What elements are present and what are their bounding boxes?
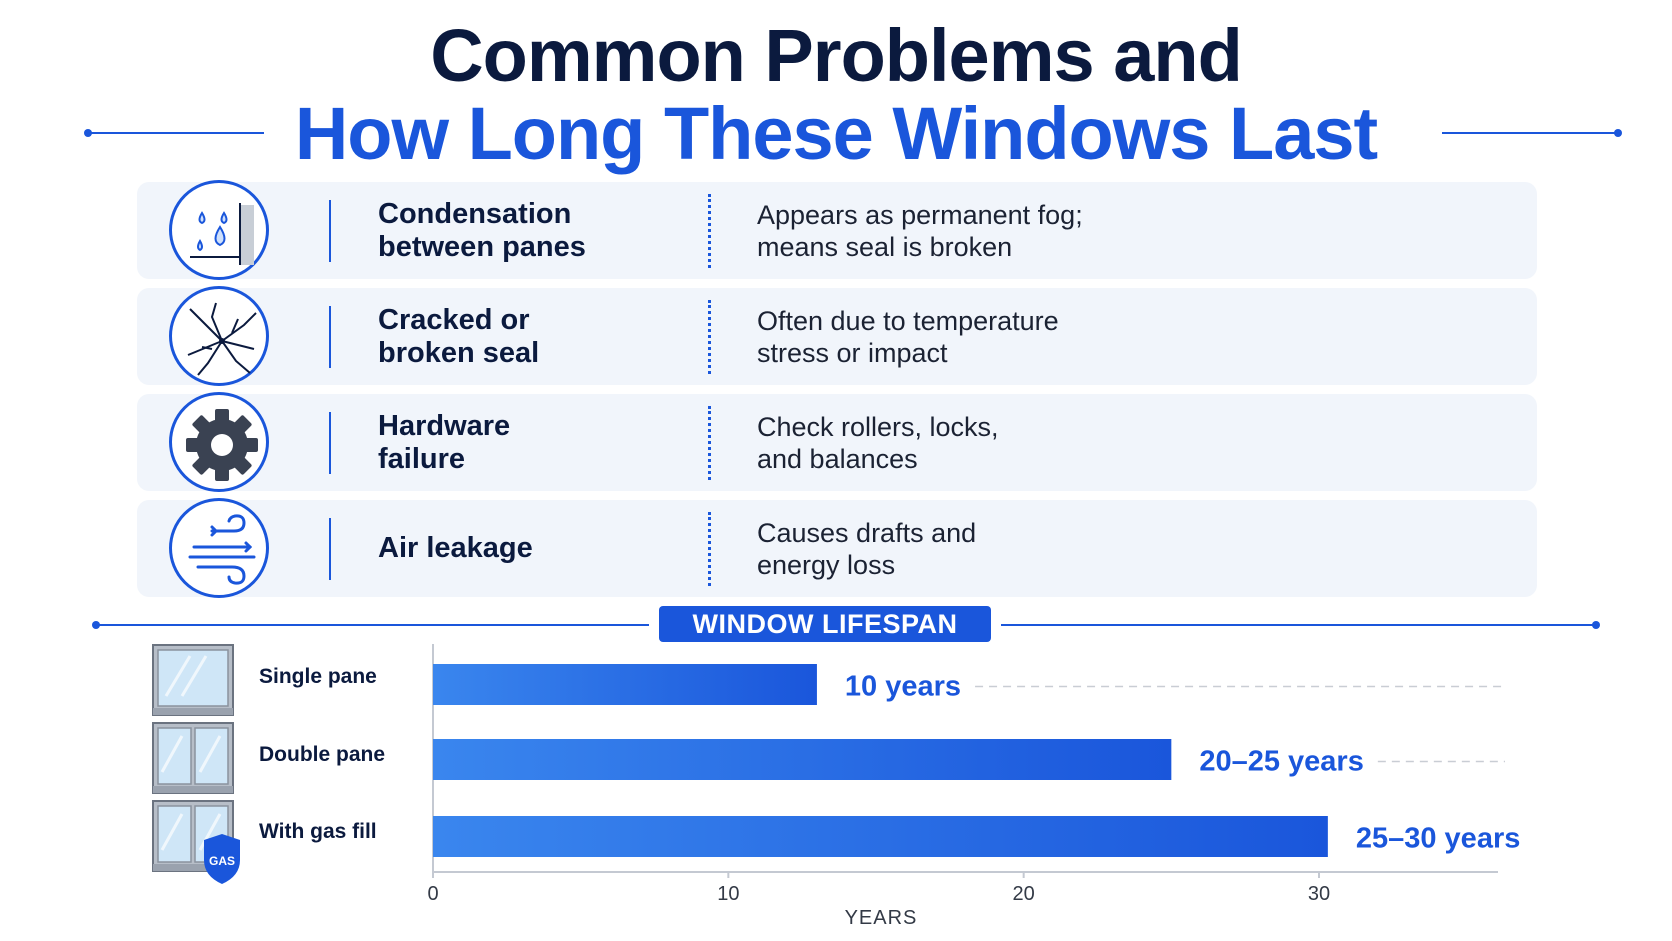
row-divider <box>329 518 331 580</box>
double-pane-window-icon <box>152 722 234 794</box>
x-tick-label: 30 <box>1308 883 1330 905</box>
problem-title: Air leakage <box>378 532 533 564</box>
title-rule-right <box>1442 132 1618 134</box>
problem-title: Hardware failure <box>378 409 511 475</box>
bar <box>433 664 817 705</box>
gas-shield-icon <box>204 834 240 884</box>
category-label: Double pane <box>259 743 385 766</box>
category-label: Single pane <box>259 665 377 688</box>
x-axis-label: YEARS <box>845 907 918 929</box>
single-pane-window-icon <box>152 644 234 716</box>
problem-description: Often due to temperature stress or impac… <box>757 305 1059 368</box>
gas-badge-text: GAS <box>209 854 235 868</box>
problem-row-cracked: Cracked or broken seal Often due to temp… <box>137 286 1537 386</box>
problem-description: Causes drafts and energy loss <box>757 517 977 580</box>
lifespan-header: WINDOW LIFESPAN <box>659 606 991 642</box>
problem-description: Check rollers, locks, and balances <box>757 411 999 474</box>
title-line-1: Common Problems and <box>430 14 1243 97</box>
title-rule-right-dot <box>1614 129 1622 137</box>
title-line-2: How Long These Windows Last <box>294 92 1378 175</box>
cracked-glass-icon <box>169 286 269 386</box>
row-divider <box>329 200 331 262</box>
dotted-divider <box>708 406 711 480</box>
section-rule-right <box>1001 624 1596 626</box>
bar <box>433 816 1328 857</box>
bar-value-label: 10 years <box>845 671 961 703</box>
category-label: With gas fill <box>259 820 377 843</box>
gear-icon <box>169 392 269 492</box>
x-tick-label: 20 <box>1013 883 1035 905</box>
section-rule-left <box>96 624 649 626</box>
bar-value-label: 20–25 years <box>1199 746 1364 778</box>
bar-value-label: 25–30 years <box>1356 823 1521 855</box>
problem-row-condensation: Condensation between panes Appears as pe… <box>137 180 1537 280</box>
problem-row-hardware: Hardware failure Check rollers, locks, a… <box>137 392 1537 492</box>
title-rule-left <box>88 132 264 134</box>
problem-title: Cracked or broken seal <box>378 303 540 369</box>
bar <box>433 739 1172 780</box>
dotted-divider <box>708 300 711 374</box>
dotted-divider <box>708 512 711 586</box>
wind-icon <box>169 498 269 598</box>
gas-fill-window-icon: GAS <box>152 800 240 884</box>
section-rule-right-dot <box>1592 621 1600 629</box>
dotted-divider <box>708 194 711 268</box>
problem-description: Appears as permanent fog; means seal is … <box>757 199 1083 262</box>
row-divider <box>329 306 331 368</box>
problem-row-air-leakage: Air leakage Causes drafts and energy los… <box>137 498 1537 598</box>
water-drops-icon <box>169 180 269 280</box>
x-tick-label: 0 <box>427 883 438 905</box>
row-divider <box>329 412 331 474</box>
x-tick-label: 10 <box>717 883 739 905</box>
problem-title: Condensation between panes <box>378 197 586 263</box>
